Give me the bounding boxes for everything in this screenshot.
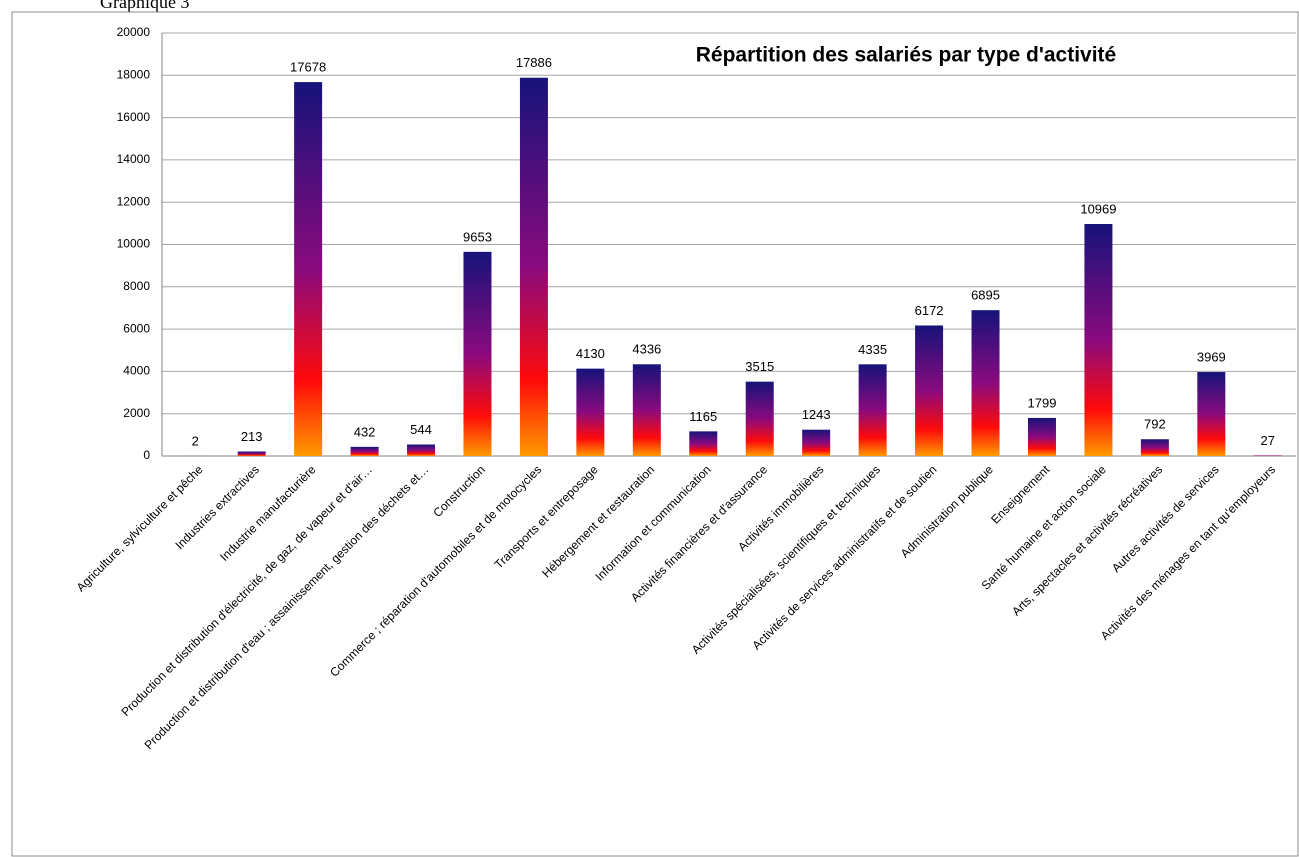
- x-tick-label: Activités spécialisées, scientifiques et…: [689, 462, 883, 656]
- data-label: 27: [1261, 433, 1275, 448]
- bar: [802, 429, 831, 456]
- data-label: 10969: [1080, 201, 1116, 216]
- caption: Graphique 3: [100, 0, 189, 12]
- data-label: 792: [1144, 417, 1166, 432]
- data-label: 3969: [1197, 349, 1226, 364]
- data-label: 213: [241, 429, 263, 444]
- data-label: 2: [192, 433, 199, 448]
- bar: [463, 251, 492, 456]
- bar: [237, 451, 266, 456]
- x-tick-label: Construction: [430, 462, 488, 520]
- y-tick-label: 10000: [117, 237, 151, 251]
- x-tick-label: Hébergement et restauration: [539, 462, 657, 580]
- chart-title: Répartition des salariés par type d'acti…: [696, 44, 1116, 67]
- x-tick-label: Administration publique: [898, 462, 996, 560]
- y-tick-label: 16000: [117, 110, 151, 124]
- bar: [689, 431, 718, 456]
- data-label: 17886: [516, 55, 552, 70]
- bar: [745, 381, 774, 456]
- data-label: 4130: [576, 346, 605, 361]
- x-tick-label: Industrie manufacturière: [217, 462, 319, 564]
- data-label: 544: [410, 422, 432, 437]
- y-tick-label: 2000: [123, 406, 150, 420]
- bar: [1253, 455, 1282, 456]
- y-tick-label: 18000: [117, 67, 151, 81]
- data-label: 17678: [290, 60, 326, 75]
- x-tick-label: Autres activités de services: [1109, 462, 1222, 575]
- y-tick-label: 6000: [123, 321, 150, 335]
- data-label: 4335: [858, 342, 887, 357]
- bar: [576, 368, 605, 456]
- bar: [294, 82, 323, 457]
- bar: [1027, 417, 1056, 456]
- data-label: 1799: [1028, 395, 1057, 410]
- y-tick-label: 0: [143, 448, 150, 462]
- bar: [1084, 224, 1113, 456]
- x-tick-label: Information et communication: [592, 462, 713, 583]
- data-label: 6895: [971, 288, 1000, 303]
- x-tick-label: Production et distribution d'eau ; assai…: [142, 462, 432, 752]
- data-label: 432: [354, 424, 376, 439]
- y-tick-label: 12000: [117, 194, 151, 208]
- bar: [858, 364, 887, 456]
- bar: [350, 446, 379, 456]
- data-label: 6172: [915, 303, 944, 318]
- y-tick-label: 20000: [117, 25, 151, 39]
- data-label: 3515: [745, 359, 774, 374]
- bar: [519, 77, 548, 457]
- y-tick-label: 14000: [117, 152, 151, 166]
- y-tick-label: 8000: [123, 279, 150, 293]
- x-tick-label: Transports et entreposage: [492, 462, 601, 571]
- bar: [971, 310, 1000, 456]
- data-label: 9653: [463, 229, 492, 244]
- data-label: 1243: [802, 407, 831, 422]
- bar: [407, 444, 436, 456]
- y-tick-label: 4000: [123, 364, 150, 378]
- data-label: 4336: [632, 342, 661, 357]
- data-label: 1165: [689, 409, 717, 424]
- bar: [632, 364, 661, 456]
- chart-frame: [11, 11, 1299, 857]
- bar: [915, 325, 944, 456]
- x-tick-label: Commerce ; réparation d'automobiles et d…: [327, 462, 544, 679]
- bar: [1140, 439, 1169, 456]
- bar: [1197, 372, 1226, 456]
